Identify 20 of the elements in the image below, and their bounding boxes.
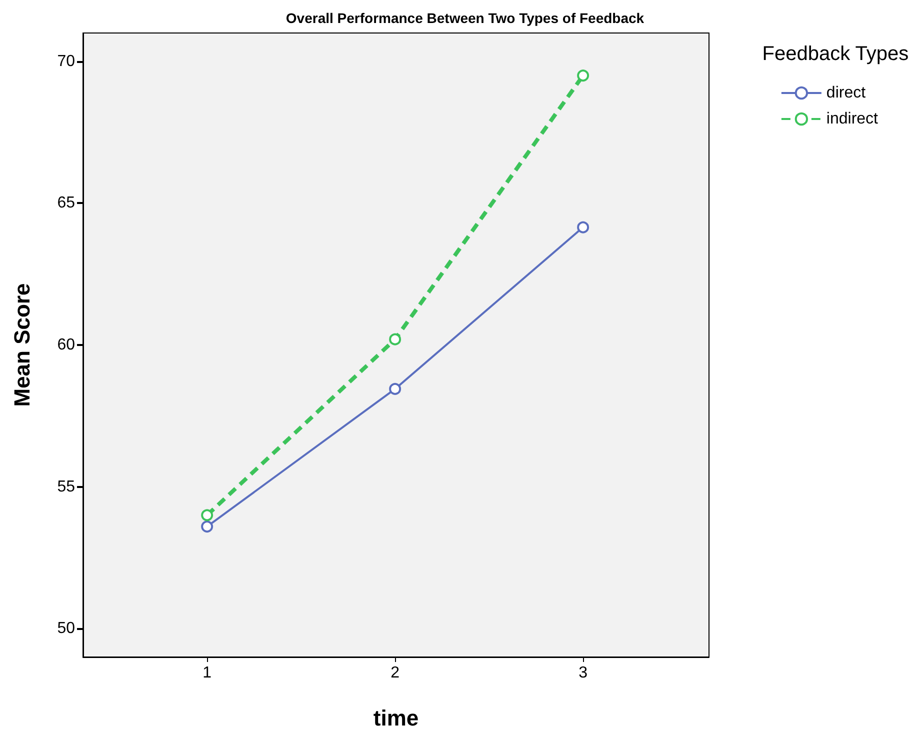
point <box>389 382 402 395</box>
y-tick-label: 50 <box>57 620 76 638</box>
y-tick-label: 60 <box>57 336 76 354</box>
x-tick-label: 3 <box>578 664 588 682</box>
point <box>201 520 214 533</box>
y-tick-label: 65 <box>57 194 76 212</box>
x-axis-title: time <box>373 706 419 730</box>
y-tick-label: 55 <box>57 478 76 496</box>
y-tick-label: 70 <box>57 52 76 70</box>
point <box>389 333 402 346</box>
chart-title: Overall Performance Between Two Types of Feedback <box>286 10 644 26</box>
legend-label: direct <box>826 84 866 102</box>
y-axis-title: Mean Score <box>10 283 34 407</box>
x-tick-label: 2 <box>390 664 400 682</box>
point <box>577 221 590 234</box>
point <box>577 70 590 82</box>
x-tick-label: 1 <box>202 664 212 682</box>
point <box>201 509 214 522</box>
legend-title: Feedback Types <box>762 43 909 65</box>
legend-label: indirect <box>826 110 879 128</box>
